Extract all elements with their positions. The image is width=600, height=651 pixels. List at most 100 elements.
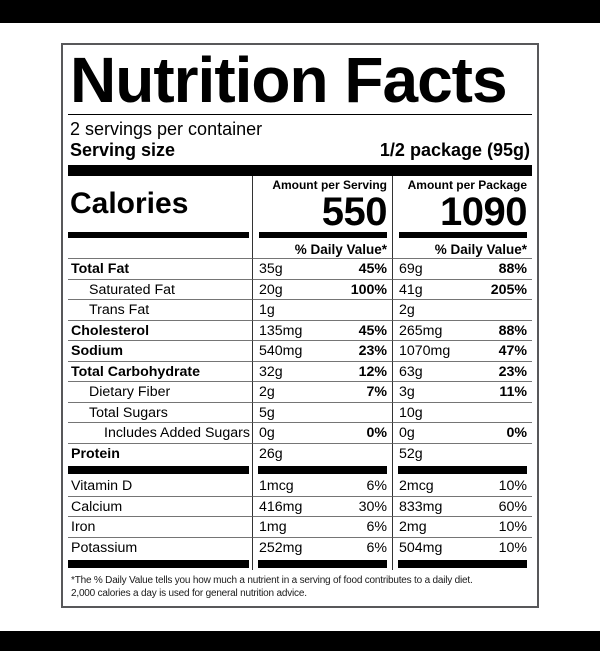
amount-per-serving-header: Amount per Serving	[272, 178, 387, 192]
title-divider	[68, 114, 532, 115]
nutrient-serving-values: 26g	[252, 443, 392, 464]
amount: 540mg	[259, 343, 303, 359]
dv-header-package: % Daily Value*	[392, 240, 532, 259]
label-title: Nutrition Facts	[70, 44, 508, 116]
vitamin-label: Calcium	[68, 497, 252, 517]
nutrition-facts-label: Nutrition Facts 2 servings per container…	[61, 43, 539, 608]
amount: 0g	[259, 425, 275, 441]
amount: 32g	[259, 363, 283, 380]
vitamin-package-values: 504mg 10%	[392, 537, 532, 558]
nutrient-label: Protein	[71, 445, 120, 462]
nutrient-package-values: 52g	[392, 443, 532, 464]
nutrient-label: Total Fat	[68, 259, 252, 280]
footer-separator-bar	[252, 558, 392, 570]
daily-value: 11%	[499, 384, 527, 400]
daily-value: 6%	[366, 519, 387, 535]
amount: 10g	[399, 404, 423, 421]
calories-label: Calories	[70, 187, 189, 220]
dv-header-serving: % Daily Value*	[252, 240, 392, 259]
amount: 2mcg	[399, 478, 434, 494]
daily-value: 23%	[498, 363, 527, 380]
nutrient-package-values: 265mg 88%	[392, 320, 532, 341]
nutrient-label: Total Carbohydrate	[68, 362, 252, 382]
vitamin-serving-values: 416mg 30%	[252, 496, 392, 517]
vitamin-package-values: 833mg 60%	[392, 496, 532, 517]
dv-header-spacer	[68, 240, 252, 259]
amount: 3g	[399, 384, 415, 400]
nutrient-serving-values: 20g 100%	[252, 279, 392, 300]
footnote-line-2: 2,000 calories a day is used for general…	[71, 588, 307, 599]
calories-header-cell: Calories	[68, 176, 252, 240]
daily-value: 88%	[498, 261, 527, 277]
amount: 52g	[399, 445, 423, 462]
vitamin-package-values: 2mg 10%	[392, 517, 532, 538]
footer-separator-bar	[68, 558, 252, 570]
nutrient-label: Sodium	[68, 341, 252, 362]
vitamin-serving-values: 252mg 6%	[252, 537, 392, 558]
amount: 41g	[399, 281, 423, 298]
serving-size-value: 1/2 package (95g)	[379, 140, 530, 160]
daily-value: 12%	[358, 363, 387, 380]
nutrient-serving-values: 540mg 23%	[252, 341, 392, 362]
nutrient-package-values: 41g 205%	[392, 279, 532, 300]
daily-value: 6%	[366, 539, 387, 556]
nutrient-serving-values: 5g	[252, 402, 392, 423]
daily-value: 100%	[350, 281, 387, 298]
daily-value-footnote: *The % Daily Value tells you how much a …	[68, 570, 532, 600]
daily-value: 7%	[366, 384, 387, 400]
nutrient-label: Includes Added Sugars	[68, 423, 252, 444]
amount-per-serving-cell: Amount per Serving 550	[252, 176, 392, 240]
nutrient-serving-values: 135mg 45%	[252, 320, 392, 341]
nutrient-serving-values: 1g	[252, 300, 392, 321]
amount: 20g	[259, 281, 283, 298]
section-separator-bar	[392, 464, 532, 476]
calories-bar	[68, 232, 249, 238]
serving-size-thick-bar	[68, 165, 532, 176]
nutrient-package-values: 63g 23%	[392, 361, 532, 382]
amount-per-package-header: Amount per Package	[407, 178, 527, 192]
daily-value: 0%	[506, 425, 527, 441]
nutrient-package-values: 69g 88%	[392, 259, 532, 280]
amount: 504mg	[399, 539, 443, 556]
nutrient-serving-values: 2g 7%	[252, 382, 392, 403]
nutrient-serving-values: 32g 12%	[252, 361, 392, 382]
serving-size-row: Serving size 1/2 package (95g)	[68, 138, 532, 165]
nutrient-package-values: 0g 0%	[392, 423, 532, 444]
nutrient-package-values: 2g	[392, 300, 532, 321]
vitamin-label: Potassium	[71, 539, 138, 556]
daily-value: 23%	[358, 343, 387, 359]
footer-separator-bar	[392, 558, 532, 570]
vitamin-label: Vitamin D	[68, 476, 252, 497]
daily-value: 0%	[366, 425, 387, 441]
daily-value: 47%	[498, 343, 527, 359]
nutrient-package-values: 1070mg 47%	[392, 341, 532, 362]
daily-value: 10%	[498, 478, 527, 494]
amount: 35g	[259, 261, 283, 277]
daily-value: 10%	[498, 519, 527, 535]
package-calories-bar	[399, 232, 527, 238]
daily-value: 205%	[490, 281, 527, 298]
amount: 252mg	[259, 539, 303, 556]
amount: 5g	[259, 404, 275, 421]
amount: 135mg	[259, 322, 303, 339]
amount: 1070mg	[399, 343, 451, 359]
daily-value: 6%	[366, 478, 387, 494]
amount: 69g	[399, 261, 423, 277]
calories-per-serving-value: 550	[321, 190, 388, 234]
nutrient-serving-values: 0g 0%	[252, 423, 392, 444]
nutrient-label: Saturated Fat	[68, 280, 252, 300]
nutrient-serving-values: 35g 45%	[252, 259, 392, 280]
daily-value: 45%	[358, 261, 387, 277]
section-separator-bar	[68, 464, 252, 476]
servings-per-container: 2 servings per container	[70, 119, 263, 139]
amount: 0g	[399, 425, 415, 441]
amount: 1mg	[259, 519, 287, 535]
nutrient-label: Dietary Fiber	[68, 382, 252, 403]
serving-calories-bar	[259, 232, 387, 238]
amount: 26g	[259, 445, 283, 462]
bottom-letterbox-bar	[0, 631, 600, 651]
daily-value: 45%	[358, 322, 387, 339]
vitamin-serving-values: 1mg 6%	[252, 517, 392, 538]
amount: 2g	[399, 302, 415, 318]
amount-per-package-cell: Amount per Package 1090	[392, 176, 532, 240]
